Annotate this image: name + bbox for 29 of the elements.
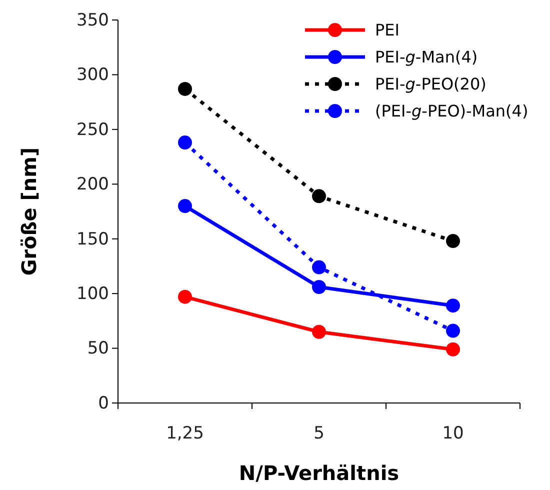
point: [446, 234, 460, 248]
point: [446, 298, 460, 313]
y-tick-label: 350: [76, 10, 109, 30]
point: [312, 280, 326, 294]
y-tick-label: 50: [87, 338, 109, 359]
y-axis-title: Größe [nm]: [17, 147, 41, 276]
x-axis-title: N/P-Verhältnis: [238, 461, 400, 485]
point: [178, 136, 192, 150]
point: [312, 260, 326, 274]
legend-label: PEI-g-Man(4): [375, 48, 478, 67]
point: [178, 199, 192, 214]
x-tick-label: 5: [314, 423, 324, 444]
point: [178, 290, 192, 304]
point: [446, 342, 460, 356]
x-tick-label: 1,25: [166, 423, 204, 444]
y-tick-label: 100: [76, 284, 109, 304]
y-tick-label: 250: [76, 120, 109, 140]
legend-label: PEI: [375, 20, 400, 40]
legend-label: (PEI-g-PEO)-Man(4): [375, 102, 528, 121]
point: [312, 324, 326, 339]
legend-label: PEI-g-PEO(20): [375, 74, 486, 94]
y-tick-label: 200: [76, 174, 109, 195]
x-tick-label: 10: [442, 423, 464, 444]
y-tick-label: 300: [76, 65, 109, 86]
y-tick-label: 150: [76, 229, 109, 250]
point: [178, 82, 192, 96]
y-tick-label: 0: [98, 393, 109, 414]
point: [446, 324, 460, 338]
point: [312, 189, 326, 204]
